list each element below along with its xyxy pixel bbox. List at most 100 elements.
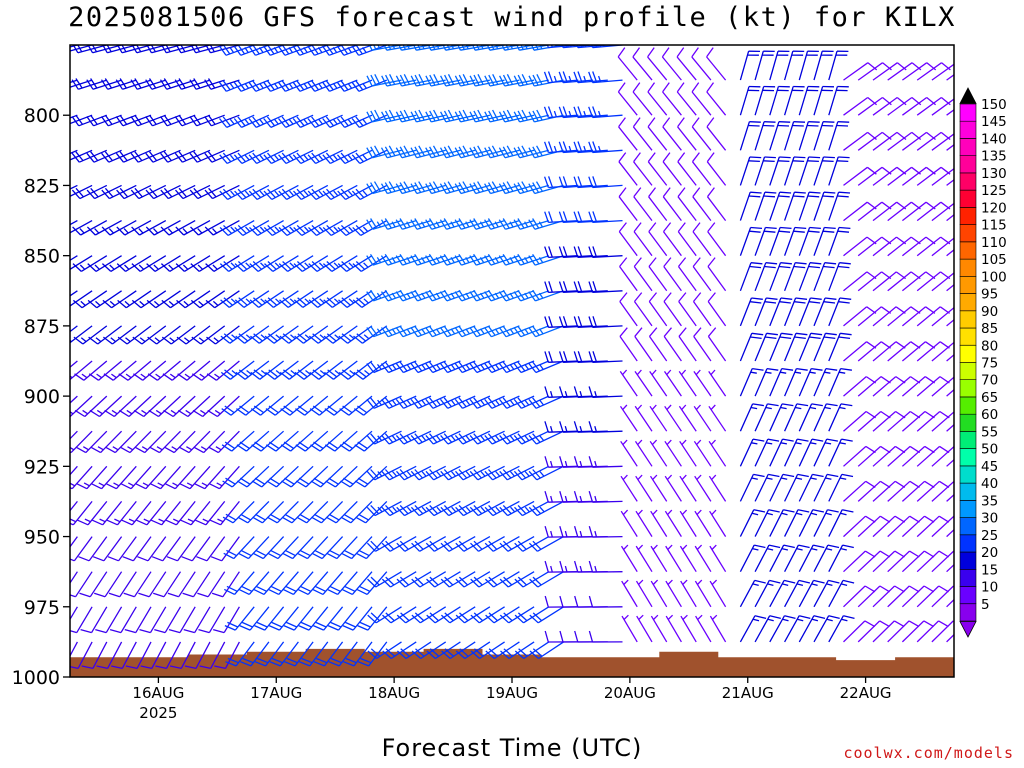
barb-half-feather [376, 257, 382, 263]
barb-staff [387, 219, 417, 230]
barb-feather [414, 612, 425, 622]
barb-staff [489, 114, 520, 123]
barb-feather [392, 45, 396, 50]
x-axis-title: Forecast Time (UTC) [381, 734, 643, 762]
barb-feather [411, 578, 421, 588]
barb-half-feather [53, 410, 58, 413]
barb-feather [352, 299, 363, 308]
barb-half-feather [94, 228, 100, 234]
barb-feather [633, 13, 640, 22]
barb-feather [301, 657, 313, 664]
barb-staff [146, 500, 167, 526]
barb-half-feather [824, 442, 832, 445]
barb-staff [617, 91, 638, 116]
barb-feather [399, 146, 407, 158]
colorbar-swatch [959, 586, 977, 605]
barb-feather [72, 45, 79, 54]
barb-feather [161, 336, 172, 345]
barb-staff [901, 341, 926, 362]
barb-staff [332, 325, 358, 344]
barb-feather [484, 111, 491, 123]
barb-feather [896, 62, 907, 71]
barb-feather [178, 187, 188, 198]
barb-feather [824, 226, 836, 230]
barb-staff [228, 290, 255, 308]
barb-half-feather [782, 618, 789, 622]
barb-feather [923, 620, 935, 628]
barb-feather [340, 188, 350, 199]
barb-staff [205, 500, 226, 526]
barb-feather [750, 262, 763, 265]
barb-staff [337, 606, 358, 631]
barb-feather [443, 182, 451, 193]
colorbar-label: 35 [981, 493, 998, 509]
barb-feather [440, 614, 451, 624]
barb-feather [234, 299, 245, 308]
barb-half-feather [509, 471, 515, 477]
wind-barb [798, 579, 825, 608]
wind-barb [70, 325, 78, 333]
barb-half-feather [83, 482, 90, 487]
wind-barb [74, 395, 108, 418]
wind-barb [410, 74, 446, 87]
barb-feather [458, 576, 469, 586]
barb-feather [414, 146, 422, 158]
barb-feather [562, 106, 568, 118]
wind-barb [209, 465, 240, 490]
barb-feather [432, 181, 440, 192]
barb-feather [502, 325, 511, 336]
barb-half-feather [183, 337, 190, 343]
barb-feather [577, 106, 583, 118]
barb-half-feather [479, 292, 485, 299]
barb-feather [296, 188, 306, 199]
barb-feather [750, 336, 762, 340]
wind-barb [783, 262, 807, 292]
barb-half-feather [652, 474, 658, 481]
credit-link[interactable]: coolwx.com/models [843, 744, 1014, 762]
wind-barb [529, 606, 564, 624]
barb-feather [237, 516, 249, 524]
colorbar-label: 55 [981, 424, 998, 440]
barb-staff [632, 91, 653, 116]
colorbar-swatch [959, 310, 977, 329]
barb-feather [547, 176, 554, 188]
barb-half-feather [839, 442, 846, 445]
barb-staff [709, 510, 727, 537]
wind-barb [588, 560, 623, 573]
wind-barb [265, 395, 299, 416]
wind-barb [647, 152, 668, 186]
wind-barb [352, 290, 388, 308]
barb-staff [592, 430, 623, 433]
barb-staff [828, 544, 844, 572]
barb-staff [662, 126, 682, 151]
barb-staff [494, 641, 520, 660]
barb-feather [753, 473, 765, 478]
wind-barb [843, 96, 878, 116]
barb-feather [86, 226, 96, 236]
barb-staff [141, 325, 167, 345]
barb-half-feather [465, 435, 471, 442]
barb-staff [633, 231, 653, 257]
barb-feather [779, 301, 791, 304]
barb-half-feather [583, 145, 587, 153]
barb-staff [577, 79, 608, 84]
barb-staff [619, 371, 638, 397]
wind-barb [325, 500, 358, 524]
barb-staff [709, 545, 727, 573]
colorbar-label: 75 [981, 356, 998, 372]
barb-staff [402, 219, 432, 230]
barb-feather [777, 160, 790, 163]
barb-feather [532, 469, 541, 479]
barb-feather [455, 506, 464, 517]
barb-staff [536, 430, 564, 445]
barb-feather [840, 403, 853, 407]
barb-feather [370, 146, 377, 158]
colorbar-swatch [959, 448, 977, 467]
barb-half-feather [406, 435, 412, 442]
barb-feather [353, 408, 364, 416]
barb-feather [778, 121, 791, 123]
barb-staff [931, 376, 954, 397]
barb-feather [691, 82, 700, 93]
barb-staff [323, 641, 344, 667]
barb-feather [780, 262, 792, 265]
